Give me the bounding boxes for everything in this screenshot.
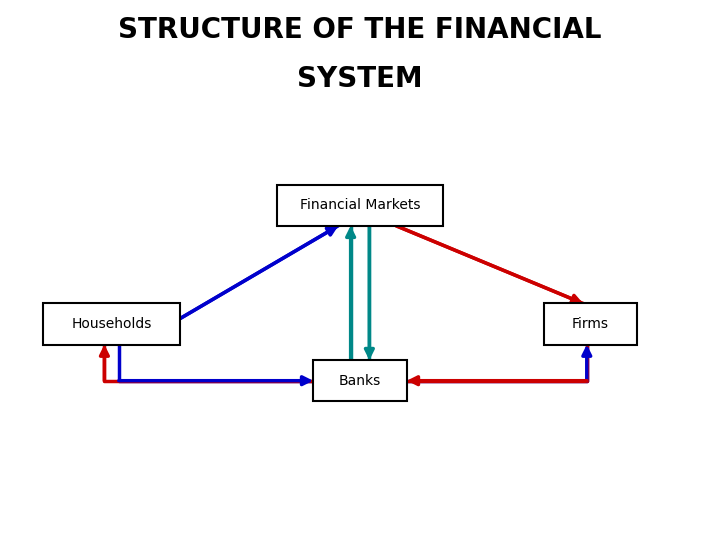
- FancyBboxPatch shape: [313, 360, 407, 401]
- Text: Firms: Firms: [572, 317, 609, 331]
- FancyBboxPatch shape: [544, 303, 637, 345]
- FancyBboxPatch shape: [277, 185, 443, 226]
- Text: Financial Markets: Financial Markets: [300, 198, 420, 212]
- Text: Banks: Banks: [339, 374, 381, 388]
- Text: Households: Households: [71, 317, 152, 331]
- Text: SYSTEM: SYSTEM: [297, 65, 423, 93]
- FancyBboxPatch shape: [43, 303, 180, 345]
- Text: STRUCTURE OF THE FINANCIAL: STRUCTURE OF THE FINANCIAL: [118, 16, 602, 44]
